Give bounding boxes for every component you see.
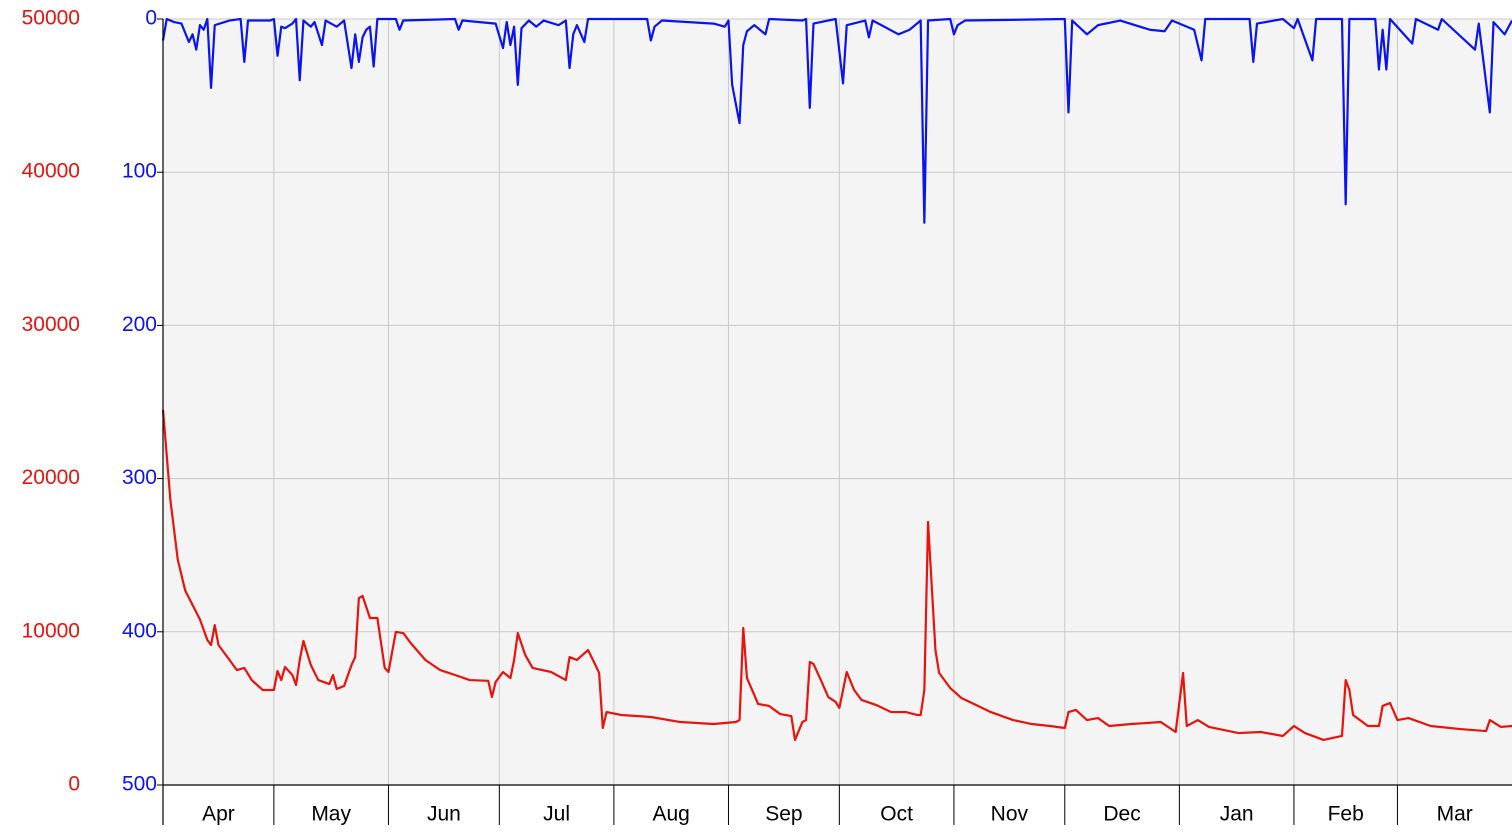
x-tick-label: May: [311, 803, 351, 826]
y-tick-label: 50000: [22, 7, 80, 30]
y2-tick-label: 400: [122, 619, 157, 642]
x-tick-label: Apr: [202, 803, 235, 826]
y-tick-label: 40000: [22, 160, 80, 183]
y-tick-label: 0: [68, 773, 80, 796]
series-line: [161, 409, 1512, 742]
y-tick-label: 10000: [22, 619, 80, 642]
y2-tick-label: 0: [145, 7, 157, 30]
y2-tick-label: 200: [122, 313, 157, 336]
x-tick-label: Mar: [1437, 803, 1473, 826]
x-tick-label: Jan: [1220, 803, 1254, 826]
y-tick-label: 20000: [22, 466, 80, 489]
x-tick-label: Oct: [880, 803, 913, 826]
x-tick-label: Jun: [427, 803, 461, 826]
y-tick-label: 30000: [22, 313, 80, 336]
y2-tick-label: 300: [122, 466, 157, 489]
y2-tick-label: 500: [122, 773, 157, 796]
x-tick-label: Dec: [1103, 803, 1140, 826]
x-tick-label: Feb: [1328, 803, 1364, 826]
y2-tick-label: 100: [122, 160, 157, 183]
plot-background: [163, 19, 1512, 785]
x-tick-label: Aug: [652, 803, 689, 826]
x-tick-label: Sep: [765, 803, 802, 826]
series-line: [161, 17, 1512, 224]
x-tick-label: Jul: [543, 803, 570, 826]
x-tick-label: Nov: [991, 803, 1029, 826]
